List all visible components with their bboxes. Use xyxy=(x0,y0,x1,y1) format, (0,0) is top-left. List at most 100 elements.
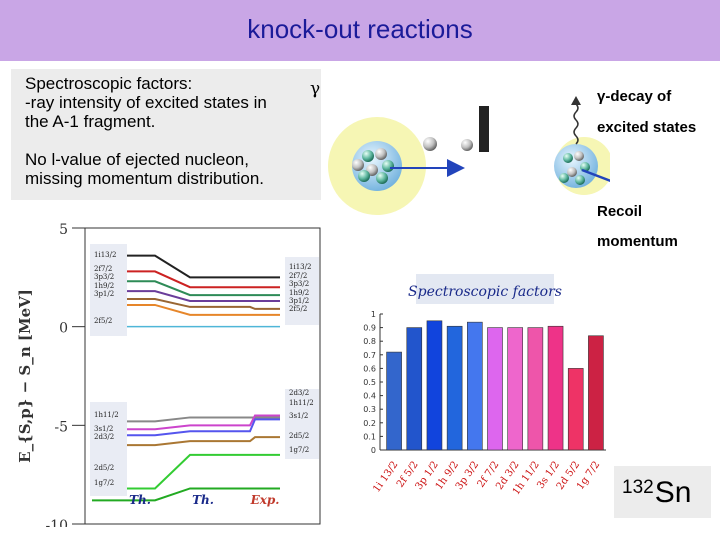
level-label: 2f7/2 xyxy=(94,265,112,273)
mass-number: 132 xyxy=(622,477,654,498)
nucleon xyxy=(563,153,573,163)
level-line-1g9-2 xyxy=(92,487,280,502)
y-tick-label: 5 xyxy=(59,222,68,238)
gamma-symbol: γ xyxy=(310,79,321,99)
level-label: 3s1/2 xyxy=(289,412,308,420)
level-line-1i13-2 xyxy=(92,254,280,279)
level-line-2f7-2 xyxy=(92,270,280,289)
bar-1g-7-2 xyxy=(588,335,604,451)
slide-title: knock-out reactions xyxy=(247,14,473,44)
y-axis-label: E_{S,p} − S_n [MeV] xyxy=(16,289,34,463)
element-symbol: Sn xyxy=(654,476,692,509)
level-label: 2f7/2 xyxy=(289,272,307,280)
level-label: 2d3/2 xyxy=(94,433,114,441)
level-label: 1h11/2 xyxy=(94,411,119,419)
bar-y-tick-label: 0.2 xyxy=(363,419,376,428)
nucleon xyxy=(567,167,577,177)
nucleon xyxy=(352,159,364,171)
level-label: 3p3/2 xyxy=(94,273,114,281)
nucleus-label: 132Sn xyxy=(622,476,691,510)
text-box: Spectroscopic factors: -ray intensity of… xyxy=(11,69,321,200)
decay-label-1: γ-decay of xyxy=(597,88,672,105)
level-label: 1i13/2 xyxy=(289,263,311,271)
bar-chart-title: Spectroscopic factors xyxy=(408,284,562,300)
bar-category-label: 1i 13/2 xyxy=(371,459,400,494)
level-label: 2d3/2 xyxy=(289,389,309,397)
level-line-3s1-2 xyxy=(92,418,280,437)
nucleon xyxy=(376,172,388,184)
level-line-1g7-2 xyxy=(92,453,280,490)
nucleon xyxy=(559,173,569,183)
bar-y-tick-label: 0.9 xyxy=(363,324,376,333)
level-label: 3s1/2 xyxy=(94,425,113,433)
label-box-left-upper xyxy=(90,244,127,336)
level-label: 1i13/2 xyxy=(94,251,116,259)
label-box-right-upper xyxy=(285,257,319,325)
bar-3p-1-2 xyxy=(426,320,443,451)
level-line-3p1-2 xyxy=(92,298,280,310)
decay-label-2: excited states xyxy=(597,119,697,136)
bar-y-tick-label: 0.8 xyxy=(363,337,376,346)
bar-2f-5-2 xyxy=(406,327,423,451)
level-line-2f5-2 xyxy=(92,303,280,316)
y-tick-label: 0 xyxy=(59,321,68,337)
label-box-right-lower xyxy=(285,389,319,459)
bar-1i-13-2 xyxy=(386,351,402,451)
level-label: 2d5/2 xyxy=(289,432,309,440)
level-scheme-chart: E_{S,p} − S_n [MeV] 50-5-10 1i13/22f7/23… xyxy=(16,222,321,527)
title-bar xyxy=(0,0,720,61)
recoil-label-1: Recoil xyxy=(597,203,643,220)
text-line-5: missing momentum distribution. xyxy=(25,169,265,188)
y-tick-label: -10 xyxy=(45,518,68,527)
nucleon xyxy=(575,175,585,185)
nucleon xyxy=(574,151,584,161)
text-line-2: -ray intensity of excited states in xyxy=(25,93,267,112)
level-line-3p3-2 xyxy=(92,280,280,297)
bar-y-tick-label: 0 xyxy=(371,446,376,455)
recoil-arrow xyxy=(581,168,610,183)
column-label: Th. xyxy=(192,493,214,507)
bar-y-tick-label: 0.4 xyxy=(363,392,376,401)
level-label: 1h9/2 xyxy=(289,289,309,297)
bar-y-tick-label: 1 xyxy=(371,310,376,319)
nucleus-label-box: 132Sn xyxy=(614,466,711,518)
nucleon xyxy=(375,148,387,160)
bar-y-tick-label: 0.5 xyxy=(363,378,376,387)
bar-y-tick-label: 0.7 xyxy=(363,351,376,360)
recoil-label-2: momentum xyxy=(597,233,678,250)
text-line-1: Spectroscopic factors: xyxy=(25,74,193,93)
nucleon xyxy=(382,160,394,172)
bar-2d-5-2 xyxy=(567,368,584,451)
level-label: 2f5/2 xyxy=(289,305,307,313)
target-block xyxy=(479,106,489,152)
column-label: Th. xyxy=(129,493,151,507)
nucleon xyxy=(358,170,370,182)
level-label: 3p1/2 xyxy=(94,290,114,298)
nucleon xyxy=(362,150,374,162)
bar-y-tick-label: 0.3 xyxy=(363,405,376,414)
knocked-out-nucleon xyxy=(423,137,437,151)
level-label: 1g7/2 xyxy=(94,479,114,487)
level-label: 3p3/2 xyxy=(289,280,309,288)
level-label: 2f5/2 xyxy=(94,317,112,325)
level-label: 1g7/2 xyxy=(289,446,309,454)
level-line-1h9-2 xyxy=(92,290,280,303)
ejected-nucleon xyxy=(461,139,473,151)
gamma-wave xyxy=(573,103,579,145)
level-label: 1h11/2 xyxy=(289,399,314,407)
level-label: 1h9/2 xyxy=(94,282,114,290)
bar-2f-7-2 xyxy=(487,327,503,451)
bar-y-tick-label: 0.1 xyxy=(363,432,376,441)
column-label: Exp. xyxy=(250,493,280,507)
spectroscopic-factors-chart: Spectroscopic factors 1 0.9 0.8 0.7 0.6 0.5 0.… xyxy=(363,274,606,497)
level-label: 3p1/2 xyxy=(289,297,309,305)
level-line-2d5-2 xyxy=(92,436,280,447)
level-label: 2d5/2 xyxy=(94,464,114,472)
label-box-left-lower xyxy=(90,402,127,496)
bar-2d-3-2 xyxy=(507,327,523,451)
bar-y-tick-label: 0.6 xyxy=(363,364,376,373)
gamma-arrowhead xyxy=(571,96,581,105)
y-tick-label: -5 xyxy=(54,419,68,435)
text-line-3: the A-1 fragment. xyxy=(25,112,156,131)
bar-3p-3-2 xyxy=(467,321,483,451)
